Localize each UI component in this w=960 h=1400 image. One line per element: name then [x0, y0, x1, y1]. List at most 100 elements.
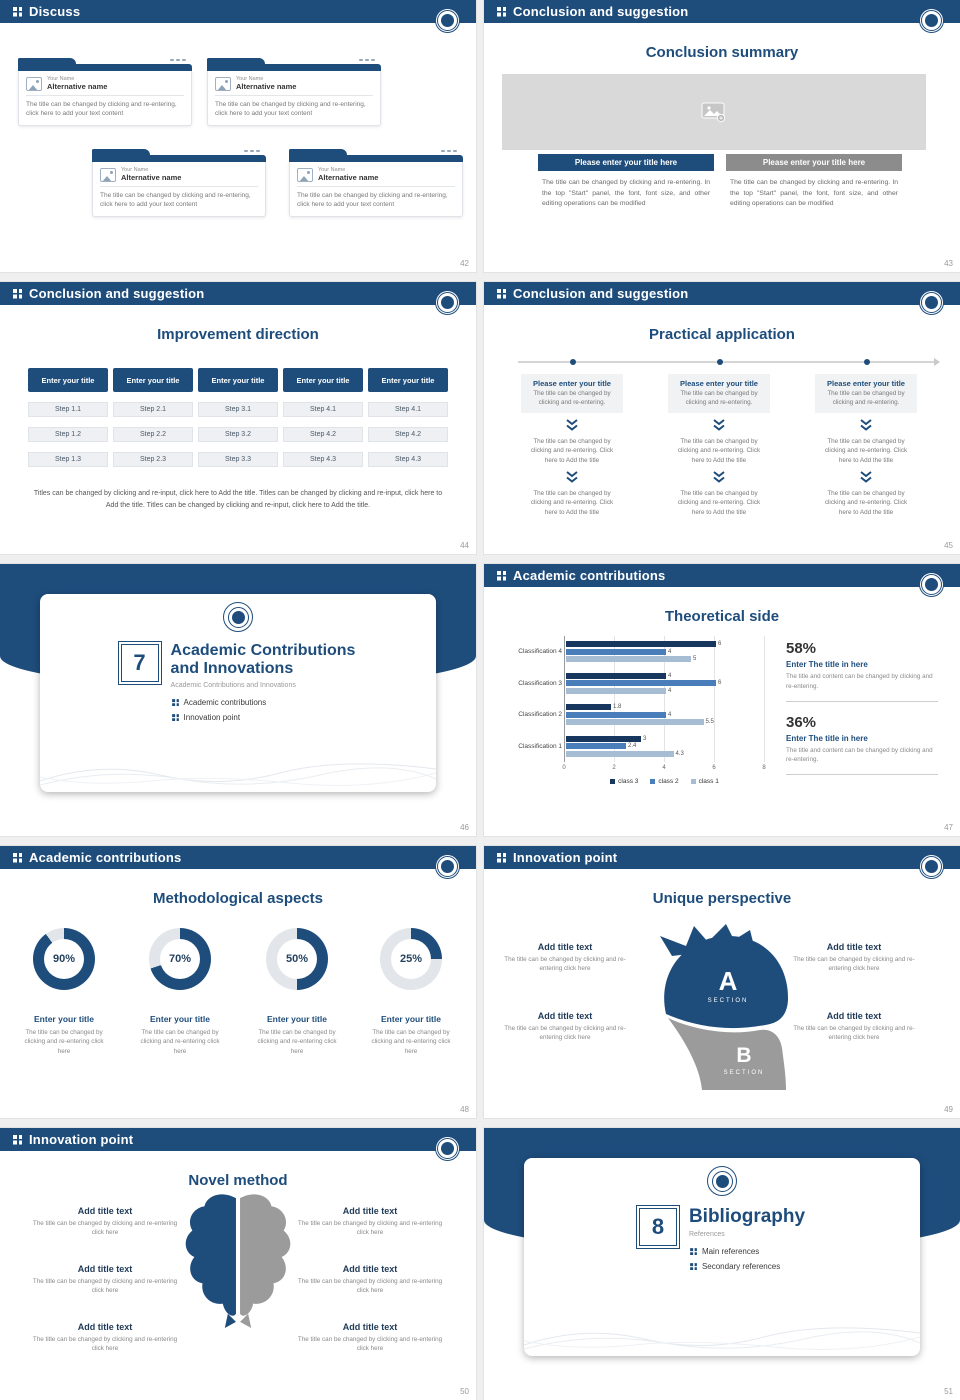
bar-row: 4 — [566, 711, 766, 718]
card-alt-name: Alternative name — [236, 82, 297, 91]
svg-text:SECTION: SECTION — [724, 1070, 765, 1076]
photo-icon — [26, 76, 42, 91]
slide-44[interactable]: Conclusion and suggestion Improvement di… — [0, 282, 476, 554]
slide-header-title: Conclusion and suggestion — [513, 4, 689, 19]
step-box: Step 4.2 — [368, 427, 448, 442]
slide-45[interactable]: Conclusion and suggestion Practical appl… — [484, 282, 960, 554]
column-title-button: Enter your title — [368, 368, 448, 392]
x-tick-label: 0 — [562, 765, 566, 771]
title-text-block: Add title text The title can be changed … — [501, 1011, 629, 1043]
double-chevron-down-icon — [713, 418, 725, 431]
donut-body: The title can be changed by clicking and… — [257, 1029, 337, 1055]
bar-value-label: 2.4 — [628, 743, 637, 750]
slide-header-title: Innovation point — [513, 850, 618, 865]
title-text-block: Add title text The title can be changed … — [501, 942, 629, 974]
slide-header: Discuss — [0, 0, 476, 23]
stat-percentage: 58% — [786, 640, 817, 657]
section-title: Academic Contributions and Innovations — [170, 642, 356, 678]
page-number: 43 — [944, 259, 953, 268]
step-box: Step 2.2 — [113, 427, 193, 442]
slide-header-title: Conclusion and suggestion — [513, 286, 689, 301]
category-label: Classification 2 — [518, 711, 562, 719]
slide-43[interactable]: Conclusion and suggestion Conclusion sum… — [484, 0, 960, 272]
discuss-card: Your Name Alternative name The title can … — [289, 148, 463, 217]
step-text: The title can be changed by clicking and… — [677, 489, 761, 516]
brain-graphic — [185, 1194, 291, 1328]
double-chevron-down-icon — [860, 418, 872, 431]
head-silhouette-graphic: A SECTION B SECTION — [660, 924, 788, 1090]
card-name-label: Your Name — [121, 167, 149, 173]
chart-gridlines — [564, 636, 765, 762]
slide-49[interactable]: Innovation point Unique perspective A SE… — [484, 846, 960, 1118]
bar — [566, 735, 641, 742]
title-text-block: Add title text The title can be changed … — [790, 942, 918, 974]
block-body: The title can be changed by clicking and… — [32, 1336, 178, 1353]
chart-group: Classification 2 1.8 4 5.5 — [506, 704, 774, 726]
page-number: 42 — [460, 259, 469, 268]
bar-chart: Classification 4 6 4 5 Classification 3 4 6 4 Cl… — [506, 636, 774, 796]
donut-item: 90% Enter your title The title can be ch… — [16, 928, 112, 1056]
slide-title: Conclusion summary — [645, 44, 799, 61]
gridline — [764, 636, 765, 762]
improvement-column: Enter your title Step 1.1 Step 1.2 Step 1.3 — [28, 368, 108, 467]
slide-47[interactable]: Academic contributions Theoretical side … — [484, 564, 960, 836]
block-body: The title can be changed by clicking and… — [297, 1220, 443, 1237]
step-box: Step 4.3 — [368, 452, 448, 467]
bar-value-label: 1.8 — [613, 704, 622, 711]
bar — [566, 641, 716, 648]
x-tick-label: 4 — [662, 765, 666, 771]
double-chevron-down-icon — [860, 471, 872, 483]
title-button-gray: Please enter your title here — [726, 154, 902, 171]
category-label: Classification 1 — [518, 742, 562, 750]
slide-title: Theoretical side — [664, 608, 780, 625]
svg-text:B: B — [736, 1044, 751, 1067]
slide-50[interactable]: Innovation point Novel method Add title … — [0, 1128, 476, 1400]
bar — [566, 656, 691, 663]
bar-row: 3 — [566, 735, 766, 742]
card-body-text: The title can be changed by clicking and… — [26, 101, 177, 118]
title-box: Please enter your title The title can be… — [521, 374, 623, 413]
university-logo-icon — [919, 854, 944, 879]
bar-row: 4.3 — [566, 750, 766, 757]
timeline — [518, 358, 940, 366]
bar — [566, 711, 666, 718]
slide-title: Unique perspective — [652, 890, 792, 907]
donut-item: 50% Enter your title The title can be ch… — [249, 928, 345, 1056]
slide-48[interactable]: Academic contributions Methodological as… — [0, 846, 476, 1118]
block-body: The title can be changed by clicking and… — [297, 1336, 443, 1353]
svg-text:A: A — [719, 966, 738, 996]
card-name-label: Your Name — [47, 76, 75, 82]
application-column: Please enter your title The title can be… — [521, 374, 623, 517]
slide-header-title: Academic contributions — [29, 850, 182, 865]
slide-title: Practical application — [649, 326, 795, 343]
title-text-block: Add title text The title can be changed … — [790, 1011, 918, 1043]
step-text: The title can be changed by clicking and… — [530, 437, 614, 464]
bar-value-label: 4.3 — [675, 750, 684, 757]
step-box: Step 3.1 — [198, 402, 278, 417]
title-text-block: Add title text The title can be changed … — [30, 1322, 180, 1354]
bar — [566, 750, 674, 757]
title-text-block: Add title text The title can be changed … — [295, 1206, 445, 1238]
page-number: 50 — [460, 1387, 469, 1396]
slide-51[interactable]: 8 Bibliography References Main reference… — [484, 1128, 960, 1400]
university-logo-icon — [919, 8, 944, 33]
block-title: Add title text — [342, 1264, 398, 1274]
chart-group: Classification 3 4 6 4 — [506, 672, 774, 694]
application-column: Please enter your title The title can be… — [668, 374, 770, 517]
step-text: The title can be changed by clicking and… — [677, 437, 761, 464]
university-logo-icon — [435, 8, 460, 33]
bar — [566, 687, 666, 694]
double-chevron-down-icon — [713, 471, 725, 483]
section-marker-icon — [497, 7, 506, 16]
legend-item: class 3 — [610, 778, 638, 785]
donut-percentage: 70% — [168, 953, 192, 965]
section-marker-icon — [13, 289, 22, 298]
slide-header-title: Innovation point — [29, 1132, 134, 1147]
step-box: Step 4.1 — [368, 402, 448, 417]
slide-46[interactable]: 7 Academic Contributions and Innovations … — [0, 564, 476, 836]
slide-42[interactable]: Discuss Your Name Alternative name The ti… — [0, 0, 476, 272]
bar-value-label: 4 — [668, 672, 672, 679]
column-title-button: Enter your title — [198, 368, 278, 392]
title-text-block: Add title text The title can be changed … — [30, 1264, 180, 1296]
